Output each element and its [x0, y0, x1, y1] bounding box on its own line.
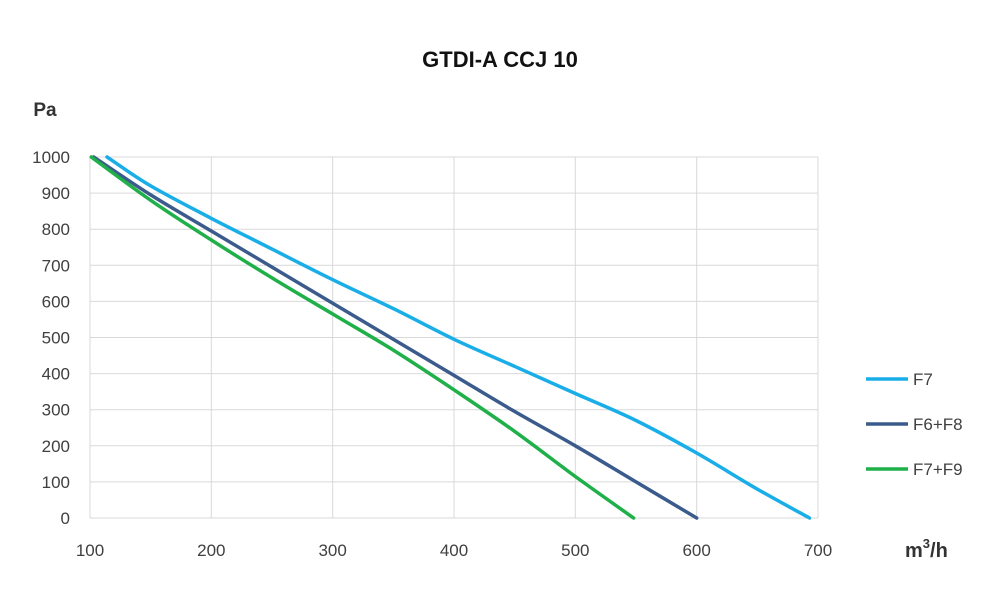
legend: F7 F6+F8 F7+F9 [866, 370, 963, 479]
x-axis-label-sup: 3 [923, 536, 930, 551]
y-tick-label: 300 [42, 401, 70, 420]
y-tick-label: 400 [42, 365, 70, 384]
series-line-f7 [105, 155, 812, 520]
x-axis-ticks: 100 200 300 400 500 600 700 [76, 541, 832, 560]
x-axis-label: m3/h [905, 536, 948, 562]
y-tick-label: 700 [42, 256, 70, 275]
x-axis-label-suffix: /h [930, 540, 948, 562]
legend-label-f7-f9: F7+F9 [913, 460, 963, 479]
x-tick-label: 500 [561, 541, 589, 560]
plot-area [89, 155, 812, 520]
x-tick-label: 100 [76, 541, 104, 560]
y-tick-label: 100 [42, 473, 70, 492]
series-line-f7-f9 [89, 155, 636, 520]
y-axis-label: Pa [33, 100, 57, 121]
y-tick-label: 900 [42, 184, 70, 203]
x-tick-label: 200 [197, 541, 225, 560]
legend-label-f7: F7 [913, 370, 933, 389]
x-tick-label: 400 [440, 541, 468, 560]
x-tick-label: 300 [318, 541, 346, 560]
x-axis-label-base: m [905, 540, 923, 562]
x-tick-label: 700 [804, 541, 832, 560]
series-line-f6-f8 [91, 155, 699, 520]
y-tick-label: 200 [42, 437, 70, 456]
y-axis-ticks: 0 100 200 300 400 500 600 700 800 900 1000 [32, 148, 70, 528]
y-tick-label: 800 [42, 220, 70, 239]
y-tick-label: 500 [42, 329, 70, 348]
y-tick-label: 600 [42, 292, 70, 311]
legend-label-f6-f8: F6+F8 [913, 415, 963, 434]
x-tick-label: 600 [682, 541, 710, 560]
y-tick-label: 0 [61, 509, 70, 528]
y-tick-label: 1000 [32, 148, 70, 167]
chart-title: GTDI-A CCJ 10 [422, 47, 578, 72]
